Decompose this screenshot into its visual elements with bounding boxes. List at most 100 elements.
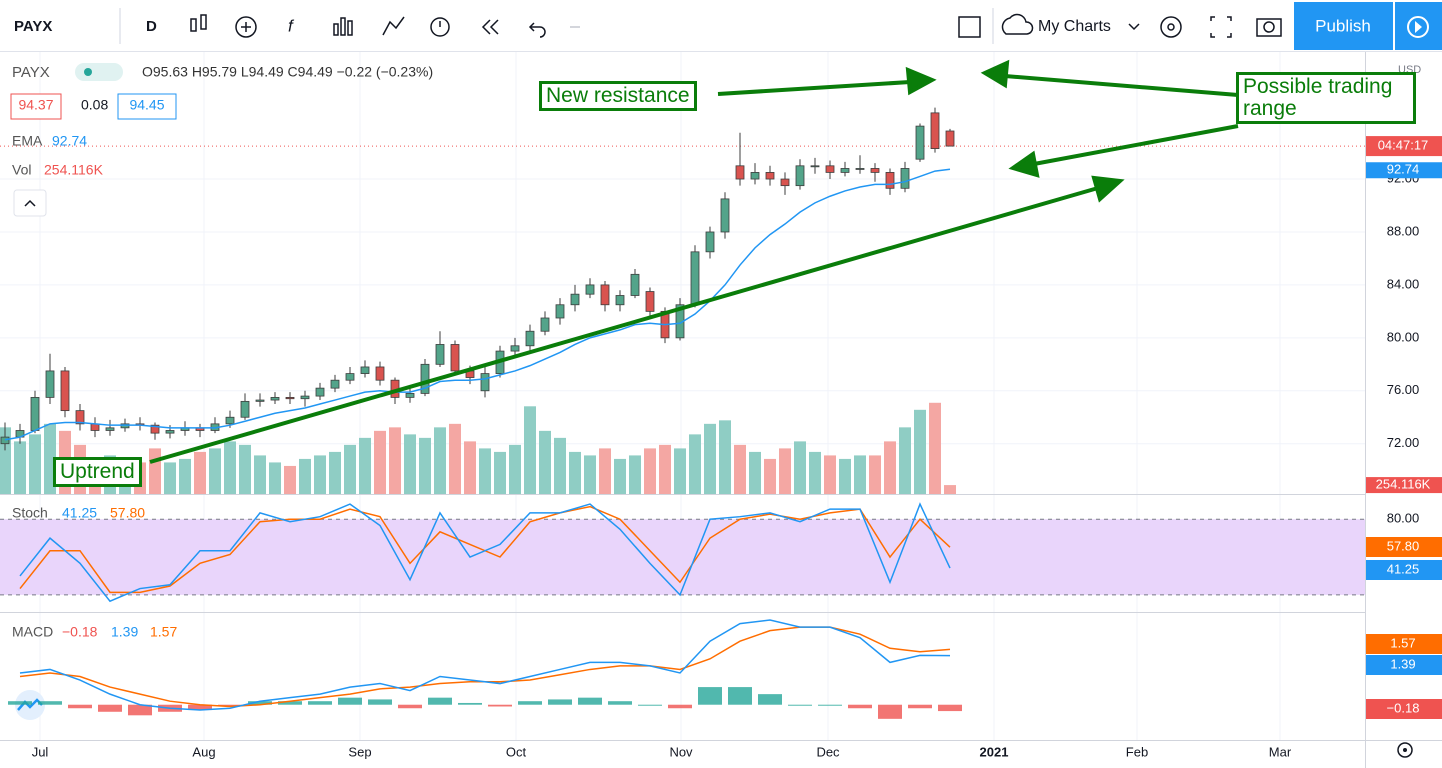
candle-body [45,370,55,398]
fx-icon[interactable]: f [288,16,295,35]
candle-body [570,293,580,306]
collapse-button[interactable] [13,189,47,217]
settings-icon[interactable] [1397,742,1413,758]
macd-histogram-bar [398,704,422,709]
bid[interactable]: 94.37 [18,97,53,113]
collapse-icon[interactable] [24,199,36,207]
volume-bar [629,455,641,494]
bid-box[interactable] [10,93,62,120]
stoch-k-line [19,502,951,603]
y-tick-label: 84.00 [1387,276,1420,291]
volume-bar [359,437,371,494]
candle-body [930,112,940,150]
volume-badge [1366,477,1442,494]
volume-bar [524,406,536,494]
replay-icon[interactable] [1407,16,1429,38]
legend-symbol: PAYX [12,64,50,81]
volume-bar [809,451,821,494]
ask-box[interactable] [117,93,177,120]
volume-bar [554,437,566,494]
toolbar-icons[interactable]: f [119,8,1282,44]
candle-body [525,330,535,347]
candle-body [645,291,655,312]
volume-bar [884,441,896,494]
candle-body [945,130,955,147]
volume-bar [239,444,251,494]
candle-body [750,172,760,180]
volume-bar [299,458,311,494]
stoch-tick-label: 80.00 [1387,511,1420,526]
stoch-d-label: 57.80 [1387,538,1420,553]
macd-histogram-bar [68,704,92,709]
status-dot [84,68,92,76]
candle-body [915,125,925,160]
volume-bar [539,430,551,494]
macd-line-badge [1366,655,1442,675]
macd-histogram-bar [698,687,722,705]
volume-bar [254,455,266,494]
volume-bar [269,462,281,494]
candle-body [795,165,805,187]
ask[interactable]: 94.45 [129,97,164,113]
volume-bar [569,451,581,494]
macd-histogram-bar [908,704,932,709]
macd-histogram-bar [248,701,272,705]
vol-legend: Vol [12,162,31,178]
candle-body [240,400,250,418]
volume-bar [164,462,176,494]
candle-body [0,436,10,445]
macd-histogram-bar [818,704,842,706]
volume-bar [0,427,11,494]
y-tick-label: 88.00 [1387,223,1420,238]
macd-histogram-bar [938,704,962,712]
stoch-k-legend: 41.25 [62,505,97,521]
volume-bar [314,455,326,494]
volume-bar [149,448,161,494]
volume-bar [914,409,926,494]
publish-button[interactable] [1294,2,1393,50]
macd-histogram-bar [428,697,452,705]
spread: 0.08 [81,97,108,113]
candle-body [825,165,835,173]
macd-histogram-bar [8,701,32,705]
candle-body [300,395,310,400]
toolbar [0,0,1442,51]
legend-ohlc: O95.63 H95.79 L94.49 C94.49 −0.22 (−0.23… [142,64,433,80]
volume-bar [599,448,611,494]
symbol[interactable]: PAYX [14,18,52,35]
candle-body [705,231,715,253]
volume-bar [659,444,671,494]
macd-histogram-bar [128,704,152,716]
publish-label[interactable]: Publish [1315,16,1371,35]
volume-bar [824,455,836,494]
volume-bar [404,434,416,494]
annotation-arrows [149,59,1239,464]
volume-bar [644,448,656,494]
volume-bar [614,458,626,494]
volume-bar [464,441,476,494]
countdown-badge [1366,136,1442,157]
candle-body [585,284,595,295]
volume-bar [284,465,296,494]
candle-body [690,251,700,306]
volume-bar [584,455,596,494]
interval[interactable]: D [146,18,157,35]
x-tick-label: Sep [348,744,371,759]
volume-bar [854,455,866,494]
volume-bar [734,444,746,494]
ema-line [4,168,951,441]
volume-bar [419,437,431,494]
volume-bar [794,441,806,494]
macd-histogram-bar [578,697,602,705]
macd-histogram-bar [668,704,692,709]
ema-badge [1366,162,1442,179]
volume-bar [719,420,731,494]
candle-body [165,430,175,434]
volume-bar [14,441,26,494]
x-tick-label: 2021 [980,744,1009,759]
candle-body [780,178,790,187]
replay-triangle[interactable] [1415,21,1422,33]
my-charts[interactable]: My Charts [1038,18,1111,35]
candle-body [420,363,430,394]
candle-body [75,410,85,425]
